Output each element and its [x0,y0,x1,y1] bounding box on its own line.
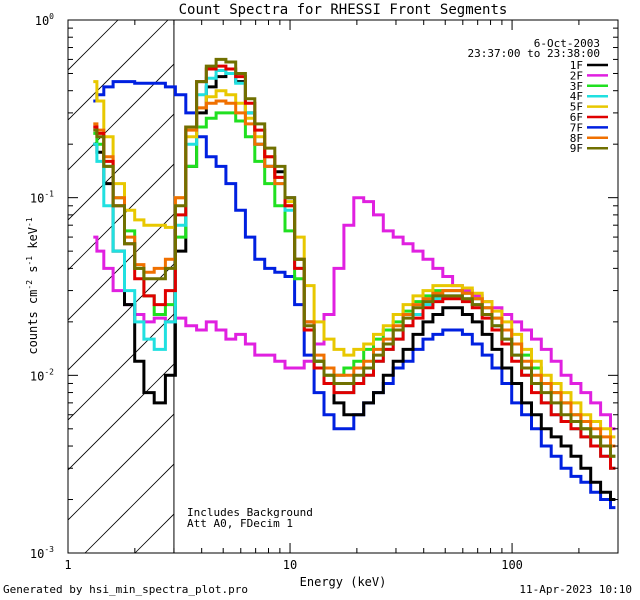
x-tick-label-2: 100 [501,558,523,572]
y-tick-base-3: 10 [30,547,44,561]
y-tick-exp-1: -1 [44,190,54,199]
y-tick-exp-0: 0 [49,12,54,21]
footer-timestamp: 11-Apr-2023 10:10 [519,583,632,596]
annotation-attenuator: Att A0, FDecim 1 [187,517,293,530]
legend-label-1F: 1F [570,59,583,72]
y-tick-base-2: 10 [30,369,44,383]
legend-label-6F: 6F [570,111,583,124]
y-axis-label-part-1: counts cm [26,290,40,355]
y-tick-exp-3: -3 [44,545,54,554]
y-axis-label-part-2: -2 [25,280,34,290]
legend-label-3F: 3F [570,80,583,93]
y-tick-label-2: 10-2 [30,367,54,383]
legend-label-2F: 2F [570,69,583,82]
y-tick-base-0: 10 [35,14,49,28]
y-tick-label-0: 100 [35,12,54,28]
x-axis-label: Energy (keV) [300,575,387,589]
x-tick-label-0: 1 [64,558,71,572]
series-line-9F [93,57,616,458]
hatch-line-2 [68,20,169,121]
chart-time-range: 23:37:00 to 23:38:00 [468,47,600,60]
legend-label-7F: 7F [570,121,583,134]
chart-date: 6-Oct-2003 [534,37,600,50]
legend-label-9F: 9F [570,142,583,155]
legend-label-4F: 4F [570,90,583,103]
hatch-line-0 [68,20,69,21]
y-axis-label-part-6: -1 [25,217,34,227]
y-axis-label-part-4: -1 [25,256,34,266]
series-layer [93,57,616,510]
hatch-line-6 [68,213,174,321]
y-axis-label-part-3: s [26,266,40,280]
legend-label-8F: 8F [570,132,583,145]
hatch-line-3 [68,63,174,171]
hatch-line-7 [68,263,174,371]
y-tick-label-1: 10-1 [30,190,54,206]
y-tick-exp-2: -2 [44,367,54,376]
x-axis: 1 10 100 [64,20,619,572]
x-tick-label-1: 10 [283,558,297,572]
y-tick-label-3: 10-3 [30,545,54,561]
legend-label-5F: 5F [570,101,583,114]
hatch-line-9 [68,363,174,471]
hatch-line-10 [68,413,174,521]
plot-frame [67,19,619,554]
y-axis-label-part-5: keV [26,227,40,256]
footer-generated-by: Generated by hsi_min_spectra_plot.pro [3,583,249,596]
chart-title: Count Spectra for RHESSI Front Segments [179,2,508,18]
y-axis-label: counts cm-2 s-1 keV-1 [25,217,40,354]
annotation-background: Includes Background [187,506,313,519]
y-tick-base-1: 10 [30,192,44,206]
